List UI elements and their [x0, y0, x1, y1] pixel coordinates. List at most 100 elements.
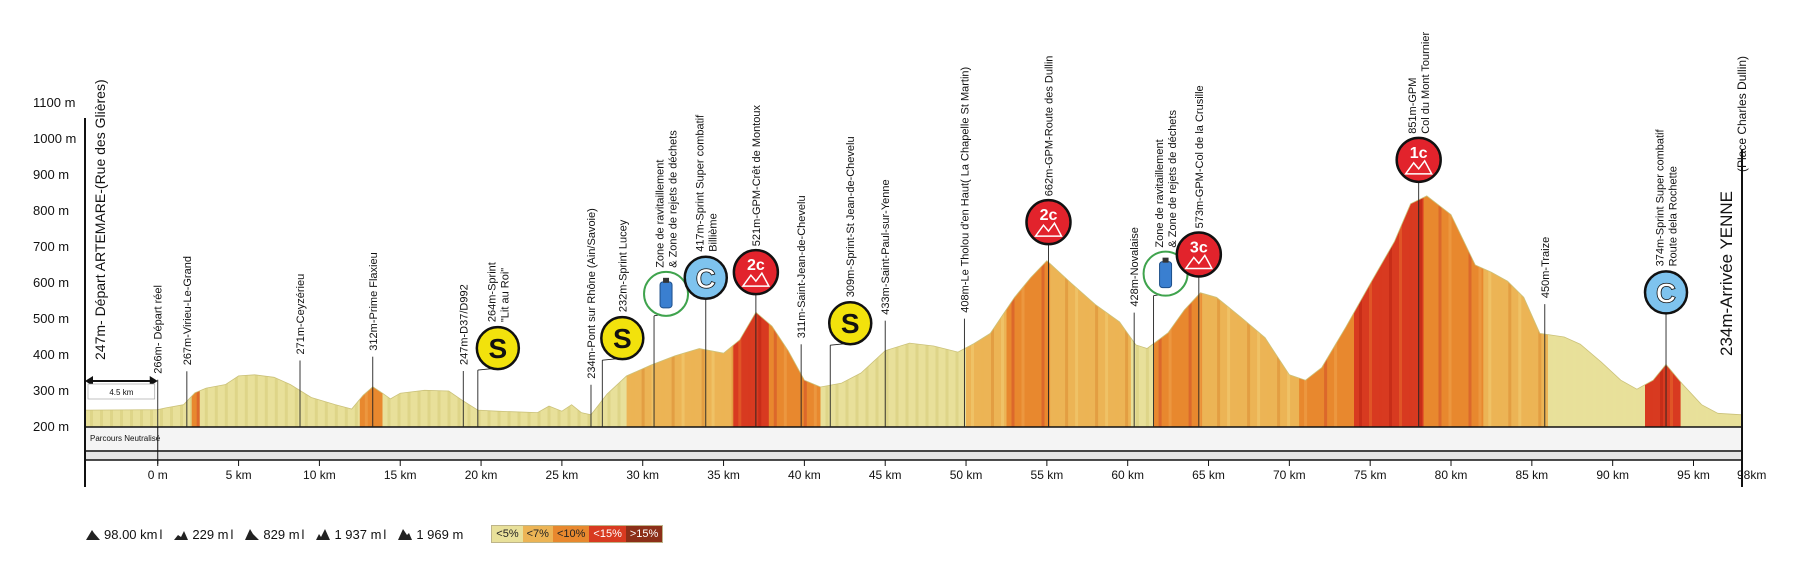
- climb-category-label: 1c: [1410, 145, 1428, 162]
- gradient-segment: [1548, 195, 1646, 427]
- gradient-stripe: [631, 195, 635, 427]
- y-tick-label: 700 m: [33, 239, 69, 254]
- gradient-stripe: [417, 195, 421, 427]
- combative-badge-icon: [683, 255, 729, 301]
- lower-band: [85, 450, 1742, 460]
- gradient-stripe: [1379, 195, 1382, 427]
- gradient-stripe: [1685, 195, 1689, 427]
- gradient-stripe: [224, 195, 228, 427]
- gradient-stripe: [527, 195, 531, 427]
- gradient-stripe: [407, 195, 411, 427]
- waypoint-label: 271m-Ceyzérieu: [295, 274, 307, 355]
- x-tick-label: 95 km: [1677, 468, 1710, 482]
- gradient-stripe: [140, 195, 143, 427]
- gradient-stripe: [945, 195, 949, 427]
- x-tick-label: 30 km: [626, 468, 659, 482]
- gradient-stripe: [1217, 195, 1221, 427]
- gradient-stripe: [1593, 195, 1596, 427]
- mountain-icon: [1184, 254, 1214, 270]
- waypoint-label: & Zone de rejets de déchets: [668, 130, 680, 268]
- gradient-stripe: [1334, 195, 1338, 427]
- combative-badge-letter: C: [696, 263, 716, 294]
- y-tick-label: 300 m: [33, 383, 69, 398]
- gradient-stripe: [364, 195, 368, 427]
- x-tick-label: 5 km: [226, 468, 252, 482]
- gradient-stripe: [1247, 195, 1251, 427]
- gradient-segment: [359, 195, 383, 427]
- waypoint: 428m-Novalaise: [1129, 227, 1141, 427]
- x-tick-label: 15 km: [384, 468, 417, 482]
- waypoint-label: 234m-Pont sur Rhône (Ain/Savoie): [586, 208, 598, 379]
- waypoint-label: 374m-Sprint Super combatif: [1655, 129, 1667, 267]
- gradient-stripe: [1518, 195, 1522, 427]
- gradient-stripe: [1643, 195, 1646, 427]
- waypoint-label: 264m-Sprint: [486, 262, 498, 322]
- sprint-badge-letter: S: [841, 308, 860, 339]
- waypoint-label: 309m-Sprint-St Jean-de-Chevelu: [845, 136, 857, 297]
- gradient-stripe: [971, 195, 974, 427]
- x-tick-label: 70 km: [1273, 468, 1306, 482]
- sprint-badge-icon: [600, 315, 645, 361]
- finish-sub-label: (Place Charles Dullin): [1735, 56, 1749, 172]
- waypoint-label: Billième: [707, 213, 719, 252]
- gradient-stripe: [1448, 195, 1452, 427]
- x-tick-label: 75 km: [1354, 468, 1387, 482]
- gradient-stripe: [537, 195, 541, 427]
- waypoint-label: "Lit au Roi": [499, 268, 511, 322]
- gradient-segment: [199, 195, 361, 427]
- gradient-stripe: [130, 195, 133, 427]
- waypoint: 1c 851m-GPM Col du Mont Tournier: [1395, 32, 1442, 427]
- sprint-badge-letter: S: [488, 333, 507, 364]
- distance-icon: [86, 530, 100, 540]
- gradient-stripe: [457, 195, 461, 427]
- gradient-stripe: [641, 195, 645, 427]
- elevation-gain-icon: [316, 529, 331, 540]
- waypoint-label: 266m- Départ réel: [153, 285, 165, 374]
- x-tick-label: 65 km: [1192, 468, 1225, 482]
- waypoint-label: 573m-GPM-Col de la Crusille: [1194, 85, 1206, 228]
- x-tick-label: 80 km: [1435, 468, 1468, 482]
- gradient-stripe: [1297, 195, 1301, 427]
- gradient-stripe: [214, 195, 218, 427]
- gradient-stripe: [1011, 195, 1015, 427]
- waypoint-label: 232m-Sprint Lucey: [617, 219, 629, 312]
- gradient-stripe: [374, 195, 378, 427]
- gradient-stripe: [557, 195, 561, 427]
- waypoint-label: 247m-D37/D992: [458, 284, 470, 365]
- gradient-segment: [820, 195, 967, 427]
- gradient-stripe: [1705, 195, 1709, 427]
- combative-badge-letter: C: [1656, 277, 1676, 308]
- gradient-stripe: [981, 195, 984, 427]
- mountain-icon: [741, 271, 771, 287]
- legend-item: <15%: [589, 526, 626, 542]
- gradient-segment: [191, 195, 201, 427]
- legend-item: >15%: [625, 526, 663, 542]
- gradient-stripe: [264, 195, 268, 427]
- y-tick-label: 400 m: [33, 347, 69, 362]
- gradient-stripe: [487, 195, 491, 427]
- gradient-stripe: [1478, 195, 1482, 427]
- neutral-distance-box: [87, 383, 156, 400]
- gradient-segment: [1423, 195, 1484, 427]
- gradient-stripe: [1207, 195, 1211, 427]
- gradient-stripe: [1399, 195, 1402, 427]
- gradient-stripe: [467, 195, 471, 427]
- gradient-stripe: [1277, 195, 1281, 427]
- sprint-badge-letter: S: [613, 323, 632, 354]
- y-tick-label: 1000 m: [33, 131, 76, 146]
- waypoint: Zone de ravitaillement & Zone de rejets d…: [1142, 110, 1189, 427]
- gradient-stripe: [1065, 195, 1069, 427]
- gradient-stripe: [1145, 195, 1149, 427]
- waypoint: 234m-Pont sur Rhône (Ain/Savoie): [586, 208, 598, 427]
- gradient-stripe: [905, 195, 909, 427]
- gradient-stripe: [1419, 195, 1422, 427]
- legend-item: <10%: [552, 526, 590, 542]
- y-tick-label: 600 m: [33, 275, 69, 290]
- gradient-stripe: [1227, 195, 1231, 427]
- gradient-stripe: [1125, 195, 1129, 427]
- gradient-stripe: [1075, 195, 1079, 427]
- profile-outline: [84, 195, 1743, 428]
- x-tick-label: 50 km: [950, 468, 983, 482]
